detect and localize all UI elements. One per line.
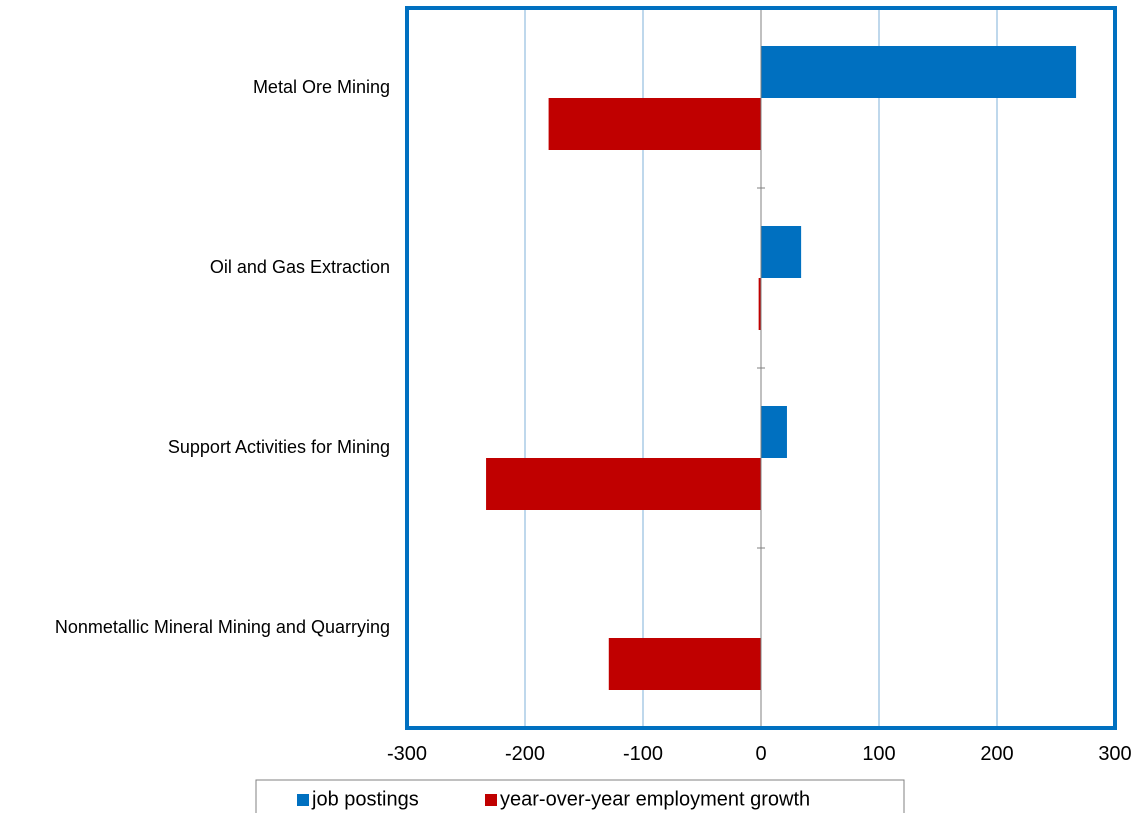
x-tick-label: 100 — [862, 743, 895, 765]
employment-growth-bar — [608, 638, 761, 690]
legend: job postings year-over-year employment gr… — [255, 779, 905, 813]
x-tick-label: 0 — [755, 743, 766, 765]
legend-label: year-over-year employment growth — [500, 788, 810, 810]
category-label: Support Activities for Mining — [168, 437, 390, 457]
category-labels: Metal Ore Mining Oil and Gas Extraction Su… — [55, 77, 390, 637]
category-label: Oil and Gas Extraction — [210, 257, 390, 277]
legend-box — [255, 779, 905, 813]
employment-growth-bar — [548, 98, 761, 150]
plot-frame — [405, 6, 1117, 730]
x-tick-label: 300 — [1098, 743, 1131, 765]
bars — [486, 46, 1077, 690]
x-tick-labels: -300 -200 -100 0 100 200 300 — [387, 743, 1132, 765]
legend-swatch — [485, 794, 497, 806]
x-tick-label: -300 — [387, 743, 427, 765]
x-tick-label: 200 — [980, 743, 1013, 765]
employment-growth-bar — [486, 458, 761, 510]
job-postings-bar — [761, 406, 787, 458]
category-label: Metal Ore Mining — [253, 77, 390, 97]
x-tick-label: -100 — [623, 743, 663, 765]
x-tick-label: -200 — [505, 743, 545, 765]
legend-swatch — [297, 794, 309, 806]
job-postings-bar — [761, 46, 1077, 98]
zero-axis — [757, 8, 765, 728]
job-postings-bar — [761, 226, 802, 278]
employment-growth-bar — [758, 278, 761, 330]
legend-label: job postings — [311, 788, 419, 810]
category-label: Nonmetallic Mineral Mining and Quarrying — [55, 617, 390, 637]
